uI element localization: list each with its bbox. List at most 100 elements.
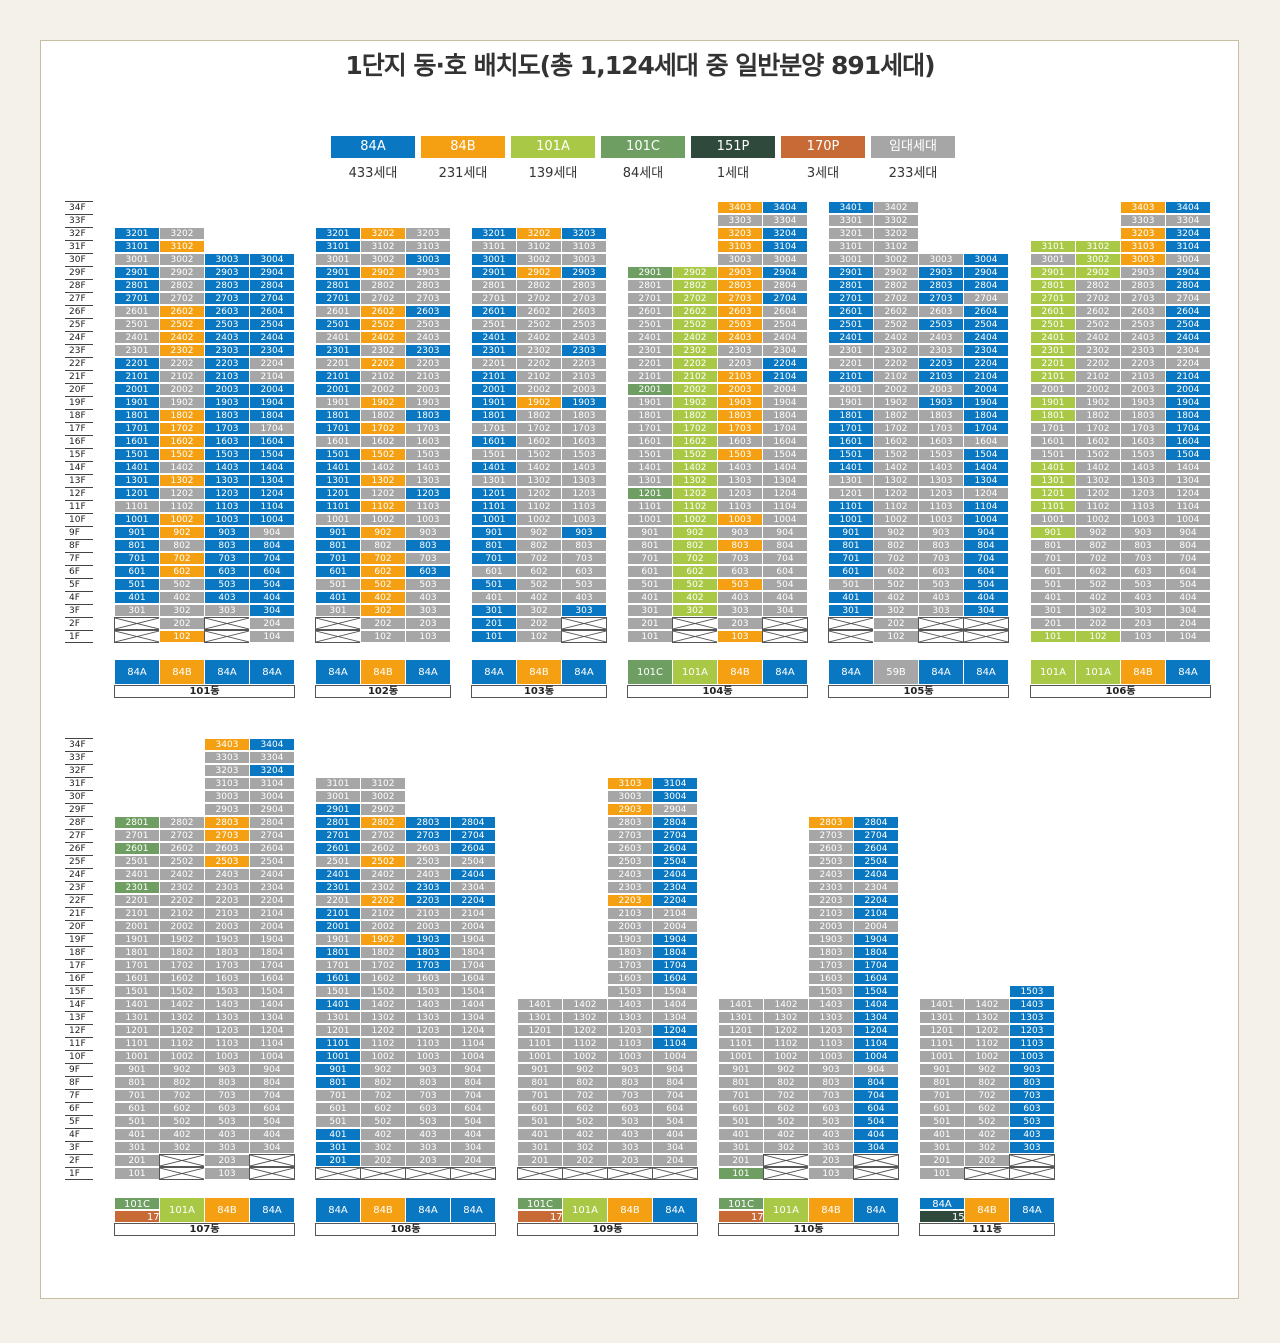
unit-cell[interactable]: 203 xyxy=(405,617,451,630)
unit-cell[interactable]: 1203 xyxy=(918,487,964,500)
unit-cell[interactable]: 101 xyxy=(919,1167,965,1180)
unit-cell[interactable]: 2503 xyxy=(405,855,451,868)
unit-cell[interactable]: 2404 xyxy=(963,331,1009,344)
unit-cell[interactable]: 1002 xyxy=(1075,513,1121,526)
unit-cell[interactable]: 2703 xyxy=(204,829,250,842)
unit-cell[interactable]: 1301 xyxy=(114,474,160,487)
unit-cell[interactable]: 802 xyxy=(159,539,205,552)
unit-cell[interactable]: 2601 xyxy=(114,305,160,318)
unit-cell[interactable]: 202 xyxy=(964,1154,1010,1167)
unit-cell[interactable]: 2004 xyxy=(249,920,295,933)
unit-cell[interactable]: 502 xyxy=(672,578,718,591)
unit-cell[interactable]: 2004 xyxy=(762,383,808,396)
unit-cell[interactable]: 2204 xyxy=(249,357,295,370)
unit-cell[interactable]: 2404 xyxy=(1165,331,1211,344)
unit-cell[interactable]: 504 xyxy=(450,1115,496,1128)
unit-cell[interactable]: 3001 xyxy=(1030,253,1076,266)
unit-cell[interactable]: 301 xyxy=(919,1141,965,1154)
unit-cell[interactable]: 1301 xyxy=(1030,474,1076,487)
unit-cell[interactable]: 2003 xyxy=(1120,383,1166,396)
unit-cell[interactable]: 902 xyxy=(763,1063,809,1076)
unit-cell[interactable]: 902 xyxy=(1075,526,1121,539)
unit-cell[interactable]: 301 xyxy=(114,604,160,617)
unit-cell[interactable]: 1503 xyxy=(1120,448,1166,461)
unit-cell[interactable]: 2602 xyxy=(873,305,919,318)
unit-cell[interactable]: 1001 xyxy=(828,513,874,526)
unit-cell[interactable]: 604 xyxy=(652,1102,698,1115)
unit-cell[interactable]: 2502 xyxy=(360,318,406,331)
unit-cell[interactable]: 1502 xyxy=(1075,448,1121,461)
unit-cell[interactable]: 1103 xyxy=(808,1037,854,1050)
unit-cell[interactable]: 1301 xyxy=(718,1011,764,1024)
unit-cell[interactable]: 2503 xyxy=(1120,318,1166,331)
unit-cell[interactable]: 2204 xyxy=(762,357,808,370)
unit-cell[interactable]: 1002 xyxy=(516,513,562,526)
unit-cell[interactable]: 3102 xyxy=(360,240,406,253)
unit-cell[interactable]: 2102 xyxy=(873,370,919,383)
unit-cell[interactable]: 603 xyxy=(918,565,964,578)
unit-cell[interactable]: 2503 xyxy=(918,318,964,331)
unit-cell[interactable]: 1903 xyxy=(405,933,451,946)
unit-cell[interactable]: 2502 xyxy=(516,318,562,331)
unit-cell[interactable]: 2503 xyxy=(204,318,250,331)
unit-cell[interactable]: 1101 xyxy=(114,500,160,513)
unit-cell[interactable]: 201 xyxy=(517,1154,563,1167)
unit-cell[interactable]: 2702 xyxy=(516,292,562,305)
unit-cell[interactable]: 801 xyxy=(471,539,517,552)
unit-cell[interactable]: 101 xyxy=(627,630,673,643)
unit-cell[interactable]: 902 xyxy=(159,526,205,539)
unit-cell[interactable]: 1504 xyxy=(762,448,808,461)
unit-cell[interactable]: 2501 xyxy=(315,318,361,331)
unit-cell[interactable]: 1601 xyxy=(114,435,160,448)
unit-cell[interactable]: 703 xyxy=(918,552,964,565)
unit-cell[interactable]: 2502 xyxy=(360,855,406,868)
unit-cell[interactable]: 3104 xyxy=(762,240,808,253)
unit-cell[interactable]: 3403 xyxy=(204,738,250,751)
unit-cell[interactable]: 2201 xyxy=(828,357,874,370)
unit-cell[interactable]: 2804 xyxy=(652,816,698,829)
unit-cell[interactable]: 901 xyxy=(315,526,361,539)
unit-cell[interactable]: 3102 xyxy=(159,240,205,253)
unit-cell[interactable]: 1401 xyxy=(114,998,160,1011)
unit-cell[interactable]: 2801 xyxy=(471,279,517,292)
unit-cell[interactable]: 304 xyxy=(963,604,1009,617)
unit-cell[interactable]: 2704 xyxy=(450,829,496,842)
unit-cell[interactable]: 1101 xyxy=(517,1037,563,1050)
unit-cell[interactable]: 1303 xyxy=(405,474,451,487)
unit-cell[interactable]: 2901 xyxy=(315,266,361,279)
unit-cell[interactable]: 601 xyxy=(718,1102,764,1115)
unit-cell[interactable]: 1401 xyxy=(315,461,361,474)
unit-cell[interactable]: 1004 xyxy=(652,1050,698,1063)
unit-cell[interactable]: 1301 xyxy=(114,1011,160,1024)
unit-cell[interactable]: 403 xyxy=(1120,591,1166,604)
unit-cell[interactable]: 1602 xyxy=(159,435,205,448)
unit-cell[interactable]: 901 xyxy=(114,1063,160,1076)
unit-cell[interactable]: 903 xyxy=(561,526,607,539)
unit-cell[interactable]: 2804 xyxy=(249,816,295,829)
unit-cell[interactable]: 2304 xyxy=(249,881,295,894)
unit-cell[interactable]: 1501 xyxy=(471,448,517,461)
unit-cell[interactable]: 901 xyxy=(471,526,517,539)
unit-cell[interactable]: 2403 xyxy=(607,868,653,881)
unit-cell[interactable]: 3303 xyxy=(204,751,250,764)
unit-cell[interactable]: 1101 xyxy=(315,500,361,513)
unit-cell[interactable]: 402 xyxy=(360,1128,406,1141)
unit-cell[interactable]: 2602 xyxy=(360,842,406,855)
unit-cell[interactable]: 2302 xyxy=(360,881,406,894)
unit-cell[interactable]: 1903 xyxy=(561,396,607,409)
unit-cell[interactable]: 2901 xyxy=(471,266,517,279)
unit-cell[interactable]: 1004 xyxy=(450,1050,496,1063)
unit-cell[interactable]: 1902 xyxy=(873,396,919,409)
unit-cell[interactable]: 1001 xyxy=(315,1050,361,1063)
unit-cell[interactable]: 2103 xyxy=(808,907,854,920)
unit-cell[interactable]: 2702 xyxy=(360,829,406,842)
unit-cell[interactable]: 1102 xyxy=(562,1037,608,1050)
unit-cell[interactable]: 1301 xyxy=(315,474,361,487)
unit-cell[interactable]: 2002 xyxy=(360,383,406,396)
unit-cell[interactable]: 1901 xyxy=(114,396,160,409)
unit-cell[interactable]: 2303 xyxy=(204,881,250,894)
unit-cell[interactable]: 3002 xyxy=(159,253,205,266)
unit-cell[interactable]: 1301 xyxy=(315,1011,361,1024)
unit-cell[interactable]: 501 xyxy=(114,1115,160,1128)
unit-cell[interactable]: 2603 xyxy=(405,305,451,318)
